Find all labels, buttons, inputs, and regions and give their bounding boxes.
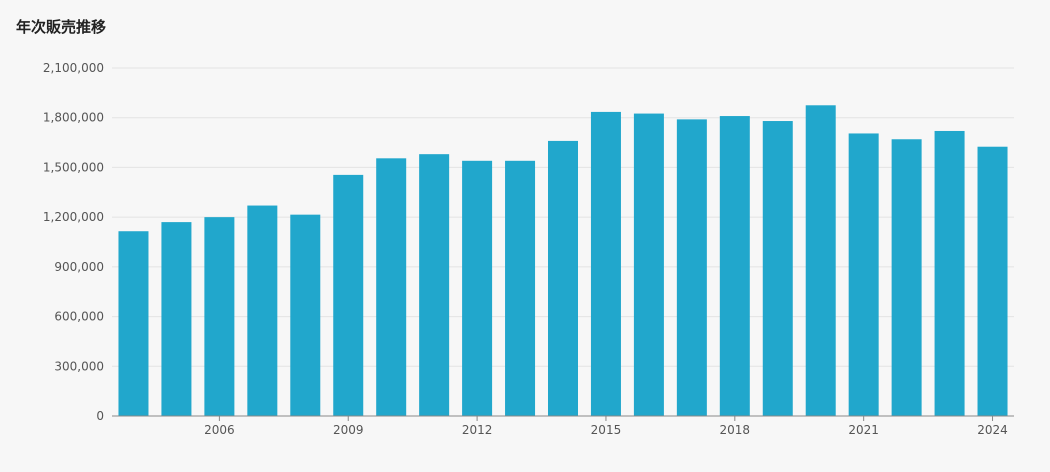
bar-2008[interactable] xyxy=(290,214,321,416)
y-tick-label: 2,100,000 xyxy=(43,61,104,75)
bar-2009[interactable] xyxy=(333,174,364,416)
x-tick-label: 2024 xyxy=(977,423,1008,437)
x-tick-label: 2018 xyxy=(720,423,751,437)
bar-2011[interactable] xyxy=(419,154,450,416)
bar-2019[interactable] xyxy=(762,121,793,417)
y-tick-label: 0 xyxy=(96,409,104,423)
y-tick-label: 600,000 xyxy=(54,310,104,324)
bar-2024[interactable] xyxy=(977,146,1008,416)
y-tick-label: 300,000 xyxy=(54,359,104,373)
y-tick-label: 1,200,000 xyxy=(43,210,104,224)
bar-2013[interactable] xyxy=(505,160,536,416)
x-tick-label: 2006 xyxy=(204,423,235,437)
y-tick-label: 1,500,000 xyxy=(43,160,104,174)
bar-2016[interactable] xyxy=(633,113,664,417)
bar-2007[interactable] xyxy=(247,205,278,416)
bar-2010[interactable] xyxy=(376,158,407,417)
x-tick-label: 2009 xyxy=(333,423,364,437)
chart-title: 年次販売推移 xyxy=(16,18,107,36)
axes xyxy=(112,415,1014,421)
bars xyxy=(118,105,1008,417)
bar-2020[interactable] xyxy=(805,105,836,417)
bar-2014[interactable] xyxy=(548,140,578,416)
bar-2006[interactable] xyxy=(204,217,235,416)
y-tick-label: 1,800,000 xyxy=(43,111,104,125)
bar-2017[interactable] xyxy=(676,119,707,416)
x-tick-label: 2021 xyxy=(848,423,879,437)
bar-2005[interactable] xyxy=(161,222,192,416)
bar-2018[interactable] xyxy=(719,116,750,417)
y-tick-label: 900,000 xyxy=(54,260,104,274)
x-tick-label: 2012 xyxy=(462,423,493,437)
bar-2004[interactable] xyxy=(118,231,149,416)
bar-2015[interactable] xyxy=(590,111,621,417)
tick-labels: 0 300,000 600,000 900,000 1,200,000 1,500,000… xyxy=(43,61,1008,437)
bar-2022[interactable] xyxy=(891,139,922,416)
x-tick-label: 2015 xyxy=(591,423,622,437)
bar-2023[interactable] xyxy=(934,130,965,416)
bar-2021[interactable] xyxy=(848,133,879,416)
bar-2012[interactable] xyxy=(462,160,493,416)
